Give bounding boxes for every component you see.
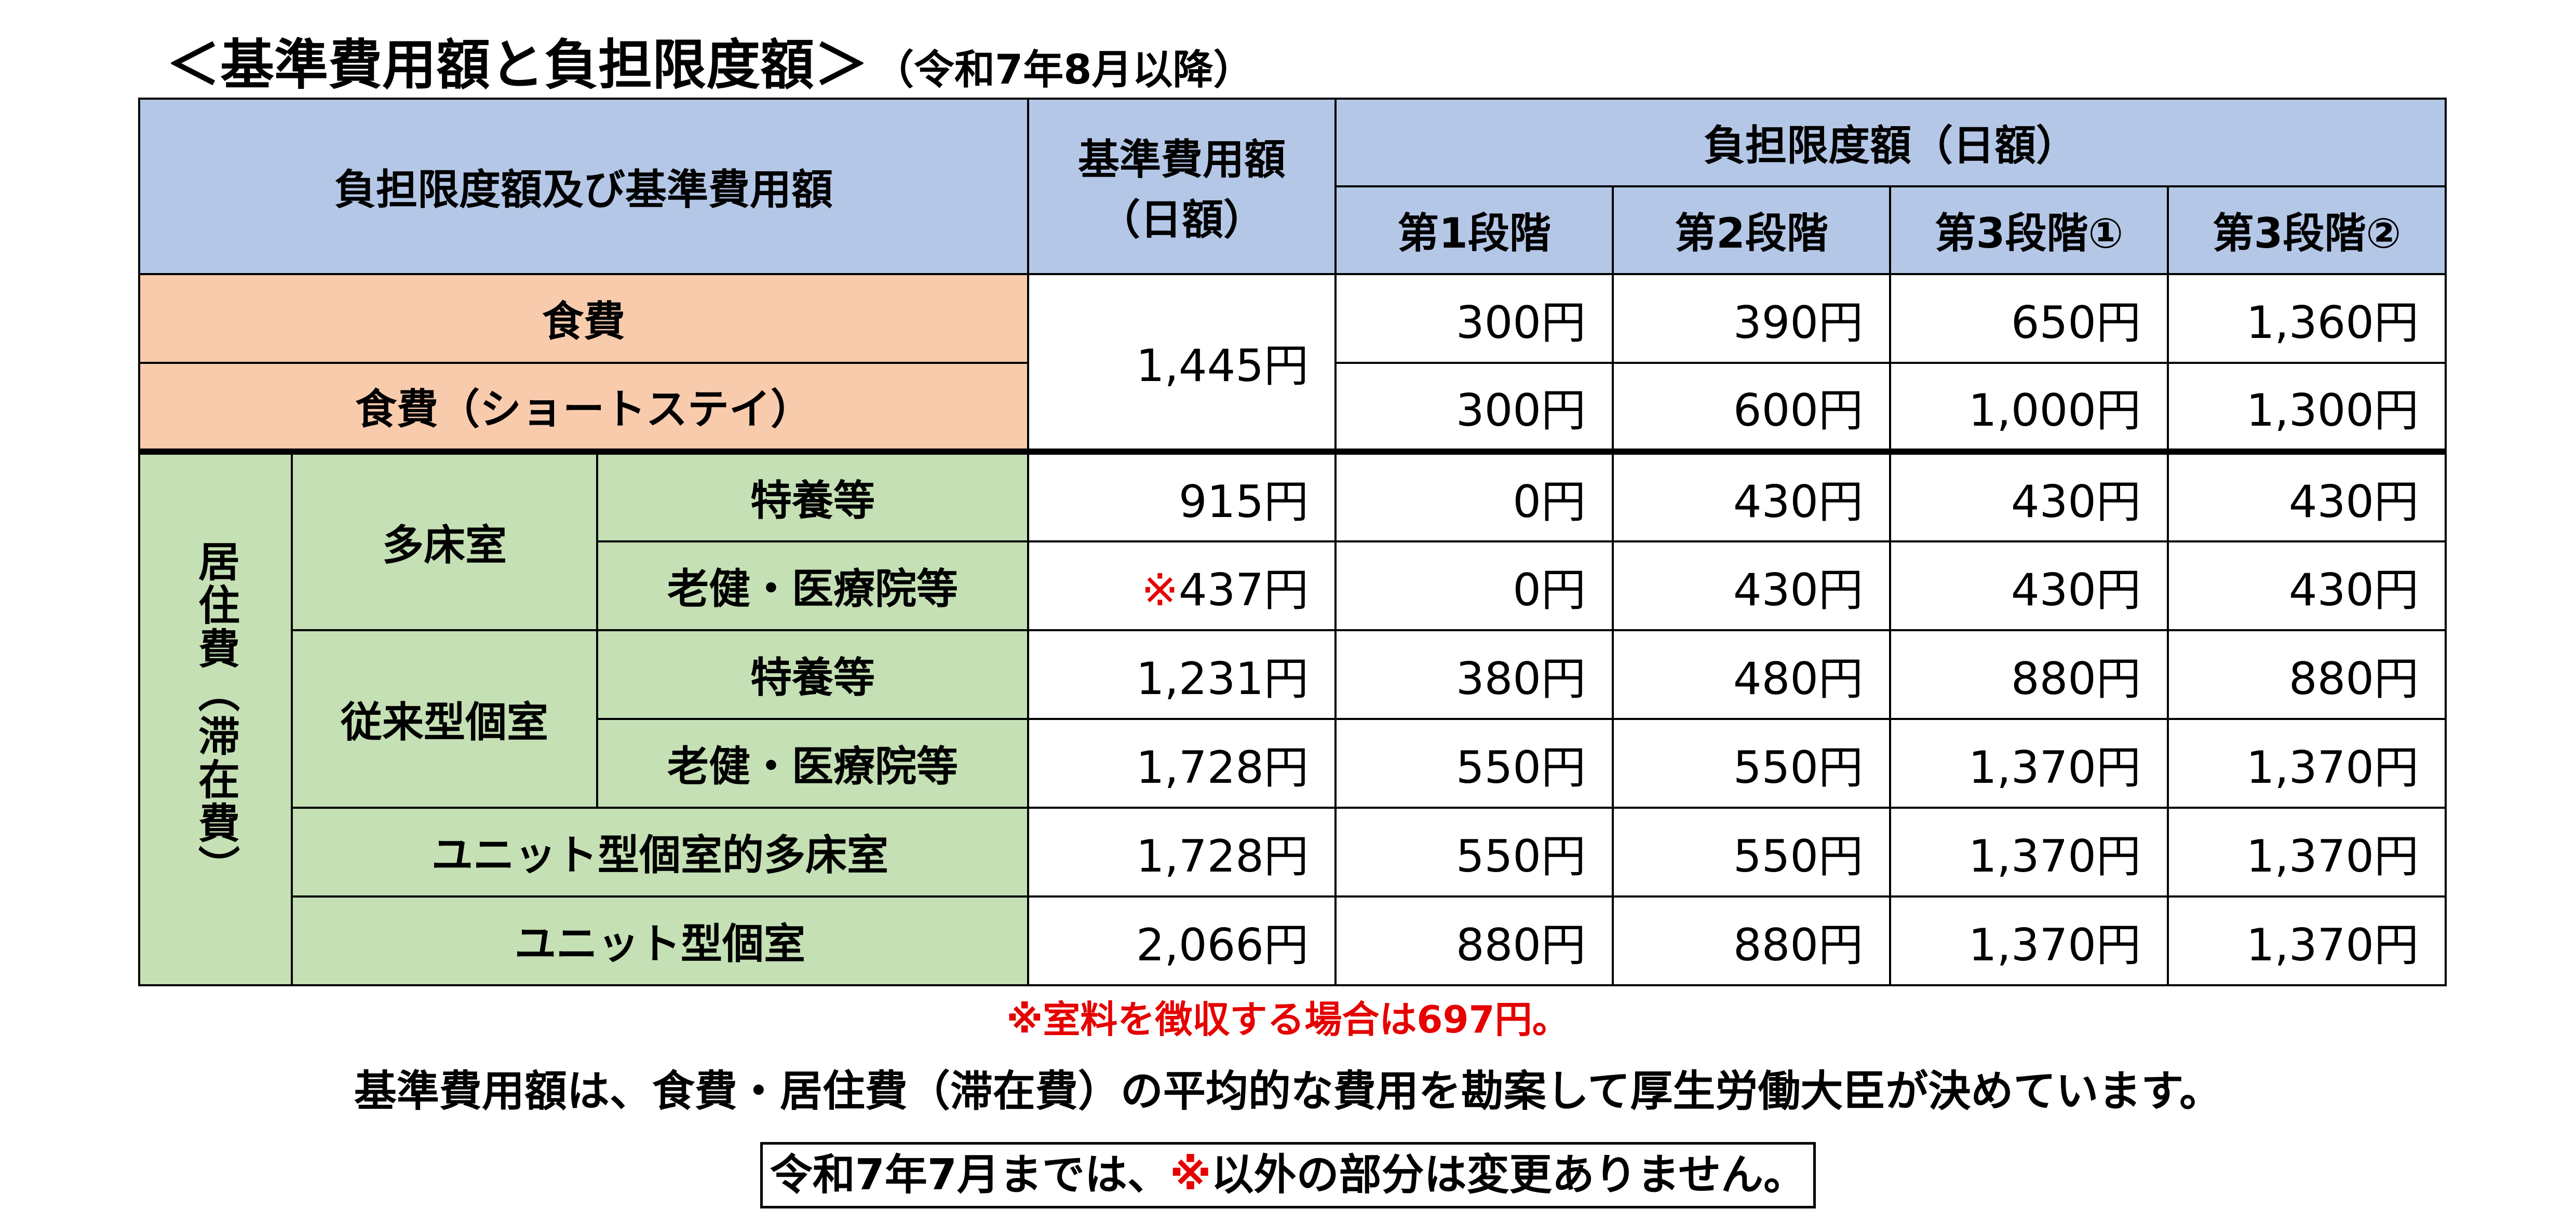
header-base-line2: （日額） [1099,195,1265,244]
conventional-roken-stage-3b: 1,370円 [2167,717,2447,809]
multi-bed-tokuyo-stage-2: 430円 [1612,448,1892,542]
conventional-tokuyo-stage-3b: 880円 [2167,629,2447,720]
multi-bed-tokuyo-stage-1: 0円 [1334,448,1614,542]
short-stay-food-stage-1: 300円 [1334,361,1614,453]
header-base-cost: 基準費用額 （日額） [1027,98,1337,275]
header-limit: 負担限度額（日額） [1334,98,2447,187]
multi-bed-roken-base-value: 437円 [1178,564,1309,616]
change-note-after: 以外の部分は変更ありません。 [1211,1150,1806,1200]
conventional-roken-stage-1: 550円 [1334,717,1614,809]
header-stage-1: 第1段階 [1334,185,1614,275]
short-stay-food-row-label: 食費（ショートステイ） [138,361,1030,453]
change-note-wrapper: 令和7年7月までは、※以外の部分は変更ありません。 [0,1142,2576,1208]
short-stay-food-stage-3a: 1,000円 [1889,361,2169,453]
conventional-tokuyo-stage-2: 480円 [1612,629,1892,720]
conventional-roken-stage-3a: 1,370円 [1889,717,2169,809]
unit-multi-bed-stage-2: 550円 [1612,806,1892,898]
unit-private-room-base: 2,066円 [1027,895,1337,987]
unit-private-room-stage-3b: 1,370円 [2167,895,2447,987]
header-corner: 負担限度額及び基準費用額 [138,98,1030,275]
multi-bed-roken-base: ※437円 [1027,540,1337,631]
unit-multi-bed-base: 1,728円 [1027,806,1337,898]
unit-private-room-stage-3a: 1,370円 [1889,895,2169,987]
page-title: ＜基準費用額と負担限度額＞ （令和7年8月以降） [166,21,1254,99]
unit-multi-bed-label: ユニット型個室的多床室 [290,806,1030,898]
short-stay-food-stage-2: 600円 [1612,361,1892,453]
unit-private-room-stage-1: 880円 [1334,895,1614,987]
multi-bed-tokuyo-stage-3b: 430円 [2167,448,2447,542]
rent-note-mark: ※ [1141,564,1179,616]
multi-bed-roken-label: 老健・医療院等 [596,540,1030,631]
multi-bed-room-label: 多床室 [291,448,598,631]
food-stage-3b: 1,360円 [2167,273,2447,364]
unit-multi-bed-stage-3a: 1,370円 [1889,806,2169,898]
unit-multi-bed-stage-3b: 1,370円 [2167,806,2447,898]
multi-bed-tokuyo-base: 915円 [1027,448,1337,542]
multi-bed-tokuyo-label: 特養等 [596,448,1030,542]
title-sub: （令和7年8月以降） [873,47,1254,93]
conventional-roken-stage-2: 550円 [1612,717,1892,809]
multi-bed-tokuyo-stage-3a: 430円 [1889,448,2169,542]
header-stage-3b: 第3段階② [2167,185,2447,275]
food-base-cost: 1,445円 [1027,273,1337,453]
conventional-roken-base: 1,728円 [1027,717,1337,809]
multi-bed-roken-stage-3a: 430円 [1889,540,2169,631]
multi-bed-roken-stage-3b: 430円 [2167,540,2447,631]
unit-private-room-label: ユニット型個室 [290,895,1030,987]
conventional-private-room-label: 従来型個室 [291,629,598,809]
change-note-mark: ※ [1169,1150,1211,1200]
base-cost-description: 基準費用額は、食費・居住費（滞在費）の平均的な費用を勘案して厚生労働大臣が決めて… [354,1067,2222,1116]
multi-bed-roken-stage-2: 430円 [1612,540,1892,631]
unit-private-room-stage-2: 880円 [1612,895,1892,987]
header-base-line1: 基準費用額 [1078,135,1286,184]
residence-label-cell: 居住費（滞在費） [138,448,293,987]
conventional-tokuyo-label: 特養等 [596,629,1030,720]
food-stage-2: 390円 [1612,273,1892,364]
header-stage-2: 第2段階 [1612,185,1892,275]
short-stay-food-stage-3b: 1,300円 [2167,361,2447,453]
room-fee-note: ※室料を徴収する場合は697円。 [1006,998,1570,1041]
conventional-roken-label: 老健・医療院等 [596,717,1030,809]
unit-multi-bed-stage-1: 550円 [1334,806,1614,898]
header-stage-3a: 第3段階① [1889,185,2169,275]
change-note-before: 令和7年7月までは、 [770,1150,1170,1200]
conventional-tokuyo-base: 1,231円 [1027,629,1337,720]
residence-label: 居住費（滞在費） [192,540,240,889]
title-main: ＜基準費用額と負担限度額＞ [166,33,869,97]
food-stage-3a: 650円 [1889,273,2169,364]
food-stage-1: 300円 [1334,273,1614,364]
multi-bed-roken-stage-1: 0円 [1334,540,1614,631]
conventional-tokuyo-stage-1: 380円 [1334,629,1614,720]
change-note-box: 令和7年7月までは、※以外の部分は変更ありません。 [760,1142,1816,1208]
conventional-tokuyo-stage-3a: 880円 [1889,629,2169,720]
food-row-label: 食費 [138,273,1030,364]
fee-table: 負担限度額及び基準費用額 基準費用額 （日額） 負担限度額（日額） 第1段階 第… [138,98,2447,987]
